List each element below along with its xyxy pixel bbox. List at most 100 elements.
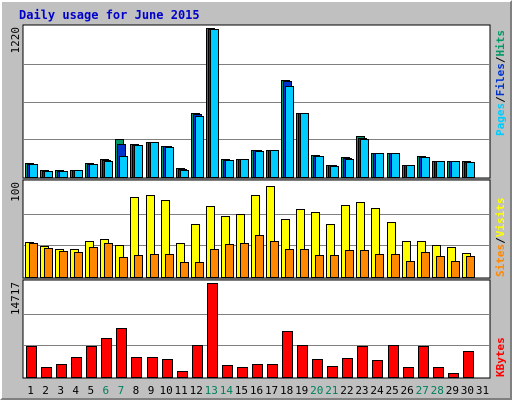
bar-kbytes-day-17: [267, 364, 278, 378]
bar-pages-day-4: [74, 170, 83, 178]
x-tick-label-day-11: 11: [175, 384, 188, 397]
bar-kbytes-day-14: [222, 365, 233, 378]
bar-pages-day-7: [119, 156, 128, 178]
bar-kbytes-day-1: [26, 346, 37, 378]
legend-separator: /: [494, 237, 507, 244]
bar-sites-day-4: [74, 252, 83, 278]
bar-sites-day-16: [255, 235, 264, 278]
bar-sites-day-27: [421, 252, 430, 278]
bar-pages-day-18: [285, 86, 294, 178]
bar-pages-day-15: [240, 159, 249, 178]
bar-pages-day-30: [466, 162, 475, 178]
bar-kbytes-day-18: [282, 331, 293, 378]
x-tick-label-day-23: 23: [355, 384, 368, 397]
bar-kbytes-day-23: [357, 346, 368, 378]
legend-files: Files: [494, 63, 507, 96]
bar-pages-day-13: [210, 29, 219, 178]
bar-kbytes-day-4: [71, 357, 82, 378]
bar-pages-day-28: [436, 161, 445, 178]
bar-kbytes-day-10: [162, 359, 173, 378]
bar-kbytes-day-29: [448, 373, 459, 378]
bar-sites-day-24: [375, 254, 384, 278]
bar-sites-day-21: [330, 255, 339, 278]
bar-kbytes-day-3: [56, 364, 67, 378]
bar-sites-day-14: [225, 244, 234, 278]
bar-sites-day-10: [165, 254, 174, 278]
legend-sites: Sites: [494, 244, 507, 277]
x-tick-label-day-31: 31: [476, 384, 489, 397]
bar-kbytes-day-25: [388, 345, 399, 378]
y-axis-max-label: 1220: [9, 27, 22, 54]
bar-pages-day-22: [345, 159, 354, 178]
bar-pages-day-29: [451, 161, 460, 178]
bar-pages-day-26: [406, 165, 415, 178]
bar-sites-day-9: [150, 254, 159, 278]
bar-sites-day-13: [210, 249, 219, 278]
bar-kbytes-day-16: [252, 364, 263, 378]
x-tick-label-day-17: 17: [265, 384, 278, 397]
bar-kbytes-day-20: [312, 359, 323, 378]
bar-kbytes-day-11: [177, 371, 188, 378]
bar-pages-day-24: [375, 153, 384, 178]
y-axis-max-label: 100: [9, 182, 22, 202]
bar-sites-day-20: [315, 255, 324, 278]
bar-pages-day-21: [330, 166, 339, 178]
bar-kbytes-day-24: [372, 360, 383, 378]
bar-pages-day-11: [180, 170, 189, 178]
bar-sites-day-19: [300, 249, 309, 278]
x-tick-label-day-30: 30: [461, 384, 474, 397]
bar-sites-day-23: [360, 250, 369, 278]
bar-pages-day-14: [225, 160, 234, 178]
x-tick-label-day-2: 2: [42, 384, 49, 397]
x-tick-label-day-3: 3: [57, 384, 64, 397]
bar-sites-day-2: [44, 248, 53, 278]
bar-pages-day-5: [89, 164, 98, 178]
x-tick-label-day-18: 18: [280, 384, 293, 397]
bar-pages-day-6: [104, 161, 113, 178]
bar-sites-day-28: [436, 256, 445, 278]
bar-kbytes-day-19: [297, 345, 308, 378]
legend-visits-sites: Sites/Visits: [494, 198, 507, 278]
bar-sites-day-30: [466, 256, 475, 278]
bar-pages-day-27: [421, 157, 430, 178]
bar-kbytes-day-13: [207, 283, 218, 378]
bar-sites-day-17: [270, 241, 279, 278]
bar-kbytes-day-6: [101, 338, 112, 378]
x-tick-label-day-5: 5: [87, 384, 94, 397]
x-tick-label-day-26: 26: [401, 384, 414, 397]
x-tick-label-day-28: 28: [431, 384, 444, 397]
bar-sites-day-29: [451, 261, 460, 278]
x-tick-label-day-6: 6: [103, 384, 110, 397]
legend-separator: /: [494, 56, 507, 63]
bar-pages-day-2: [44, 171, 53, 178]
bar-pages-day-1: [29, 164, 38, 178]
legend-separator: /: [494, 96, 507, 103]
bar-pages-day-8: [134, 145, 143, 178]
x-tick-label-day-13: 13: [205, 384, 218, 397]
bar-sites-day-11: [180, 262, 189, 278]
x-tick-label-day-12: 12: [190, 384, 203, 397]
x-tick-label-day-21: 21: [325, 384, 338, 397]
bar-pages-day-9: [150, 142, 159, 178]
bar-kbytes-day-5: [86, 346, 97, 378]
legend-pages: Pages: [494, 103, 507, 136]
x-tick-label-day-20: 20: [310, 384, 323, 397]
bar-sites-day-22: [345, 250, 354, 278]
panel-kbytes-background: [22, 279, 491, 379]
bar-pages-day-17: [270, 150, 279, 178]
bar-sites-day-15: [240, 243, 249, 278]
bar-pages-day-10: [165, 147, 174, 178]
legend-kbytes: KBytes: [494, 337, 507, 377]
x-tick-label-day-7: 7: [118, 384, 125, 397]
legend-kbytes: KBytes: [494, 337, 507, 377]
x-tick-label-day-29: 29: [446, 384, 459, 397]
x-tick-label-day-16: 16: [250, 384, 263, 397]
legend-visits: Visits: [494, 198, 507, 238]
x-tick-label-day-4: 4: [72, 384, 79, 397]
x-tick-label-day-1: 1: [27, 384, 34, 397]
bar-pages-day-16: [255, 151, 264, 178]
bar-kbytes-day-9: [147, 357, 158, 378]
bar-kbytes-day-28: [433, 367, 444, 378]
x-tick-label-day-25: 25: [385, 384, 398, 397]
